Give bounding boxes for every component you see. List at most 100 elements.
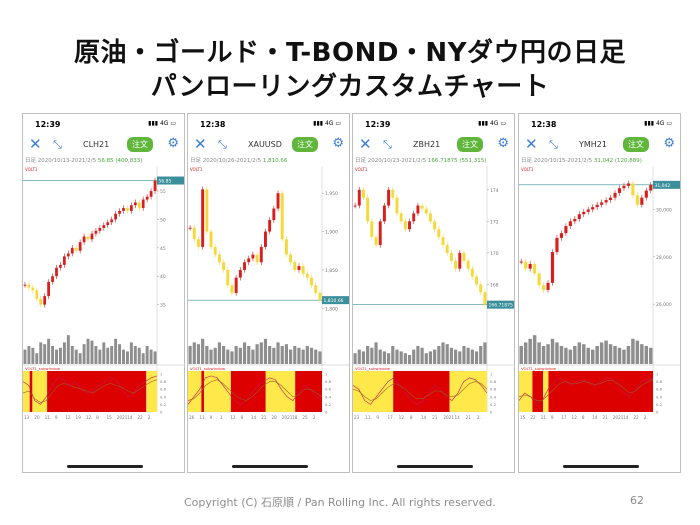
order-button[interactable]: 注文 — [623, 137, 649, 152]
volume-bar — [357, 349, 361, 364]
volume-bar — [201, 338, 205, 364]
candle — [412, 213, 416, 222]
candle — [622, 185, 626, 189]
candle — [595, 204, 599, 208]
volume-bar — [378, 349, 382, 364]
price-chart[interactable]: VOLT1 30,000 28,000 26,000 31,042 VOLT1_subwi… — [519, 166, 680, 464]
x-tick-label: 2. — [148, 415, 152, 420]
candle — [408, 221, 411, 230]
candle — [149, 191, 153, 197]
volume-bar — [301, 349, 305, 364]
x-tick-label: 14 — [592, 415, 598, 420]
volume-bar — [23, 349, 27, 364]
gear-icon[interactable]: ⚙ — [497, 136, 509, 151]
volume-bar — [259, 342, 263, 364]
y-tick-label: 1,900 — [325, 230, 338, 236]
volume-bar — [382, 351, 386, 364]
price-chart[interactable]: VOLT1 55 50 45 40 35 56.85 VOLT1_subwindow 1 0.8 0… — [23, 166, 184, 464]
phone-screen-zbh21: 12:39 ▮▮▮ 4G ▭ ✕ ⤡ ZBH21 注文 ⚙ 日足 2020/10… — [352, 113, 515, 473]
gear-icon[interactable]: ⚙ — [167, 136, 179, 151]
volume-bar — [255, 344, 259, 364]
home-indicator[interactable] — [232, 465, 308, 468]
x-tick-label: 14 — [421, 415, 427, 420]
volume-bar — [188, 346, 192, 364]
page-number: 62 — [630, 494, 644, 507]
x-tick-label: 21 — [432, 415, 438, 420]
x-tick-label: 15 — [520, 415, 526, 420]
candle — [51, 276, 54, 282]
x-tick-label: 2021 — [613, 415, 624, 420]
candle — [74, 247, 78, 251]
price-chart[interactable]: VOLT1 1,950 1,900 1,850 1,800 1,810.66 VOLT1_s… — [188, 166, 349, 464]
candle — [276, 193, 280, 209]
volume-bar — [445, 344, 449, 364]
candle — [141, 199, 145, 209]
volume-bar — [114, 338, 118, 364]
candle — [102, 225, 106, 228]
indicator-label: VOLT1 — [190, 167, 203, 172]
candle — [528, 263, 532, 269]
y-tick-label: 26,000 — [656, 302, 672, 308]
expand-icon[interactable]: ⤡ — [218, 138, 227, 151]
candle — [247, 258, 251, 263]
expand-icon[interactable]: ⤡ — [383, 138, 392, 151]
home-indicator[interactable] — [67, 465, 143, 468]
volume-bar — [297, 347, 301, 364]
volume-bar — [640, 344, 644, 364]
candle — [66, 253, 70, 257]
volume-bar — [27, 346, 31, 364]
volume-bar — [622, 349, 626, 364]
x-tick-label: 9 — [55, 415, 58, 420]
order-button[interactable]: 注文 — [127, 137, 153, 152]
candle — [293, 262, 297, 270]
order-button[interactable]: 注文 — [457, 137, 483, 152]
volume-bar — [247, 346, 251, 364]
order-button[interactable]: 注文 — [292, 137, 318, 152]
candle — [559, 233, 563, 238]
volume-bar — [145, 346, 149, 364]
volume-bar — [268, 346, 272, 364]
volume-bar — [280, 346, 284, 364]
candle — [305, 273, 309, 278]
expand-icon[interactable]: ⤡ — [53, 138, 62, 151]
sub-y-tick-label: 0.2 — [160, 402, 167, 407]
x-tick-label: 14 — [127, 415, 133, 420]
volume-bar — [209, 349, 213, 364]
phone-screen-xauusd: 12:38 ▮▮▮ 4G ▭ ✕ ⤡ XAUUSD 注文 ⚙ 日足 2020/1… — [187, 113, 350, 473]
candle — [483, 292, 487, 305]
close-icon[interactable]: ✕ — [525, 135, 538, 153]
close-icon[interactable]: ✕ — [359, 135, 372, 153]
volume-bar — [86, 338, 90, 364]
status-time: 12:38 — [531, 120, 557, 129]
close-icon[interactable]: ✕ — [29, 135, 42, 153]
candle — [475, 276, 478, 285]
symbol-label: YMH21 — [579, 140, 607, 149]
volume-bar — [649, 347, 653, 364]
volume-bar — [613, 346, 617, 364]
candle — [378, 221, 382, 245]
volume-bar — [118, 344, 122, 364]
expand-icon[interactable]: ⤡ — [549, 138, 558, 151]
volume-bar — [205, 346, 209, 364]
gear-icon[interactable]: ⚙ — [663, 136, 675, 151]
candle — [366, 197, 370, 222]
gear-icon[interactable]: ⚙ — [332, 136, 344, 151]
volume-bar — [407, 355, 412, 364]
date-range: 日足 2020/10/23-2021/2/5 — [355, 158, 427, 164]
close-icon[interactable]: ✕ — [194, 135, 207, 153]
home-indicator[interactable] — [397, 465, 473, 468]
volume-bar — [149, 349, 153, 364]
price-chart[interactable]: VOLT1174172170168166.71875VOLT1_subwindo… — [353, 166, 514, 464]
candle — [110, 219, 114, 223]
home-indicator[interactable] — [563, 465, 639, 468]
volume-bar — [213, 347, 217, 364]
x-tick-label: 15 — [106, 415, 112, 420]
volume-bar — [479, 346, 483, 364]
volume-bar — [318, 351, 322, 364]
current-price-info: 1,810.66 — [262, 158, 288, 164]
volume-bar — [590, 349, 595, 364]
x-tick-label: 8 — [241, 415, 244, 420]
sub-y-tick-label: 0 — [325, 410, 328, 415]
volume-bar — [366, 346, 370, 364]
candle — [591, 207, 595, 210]
